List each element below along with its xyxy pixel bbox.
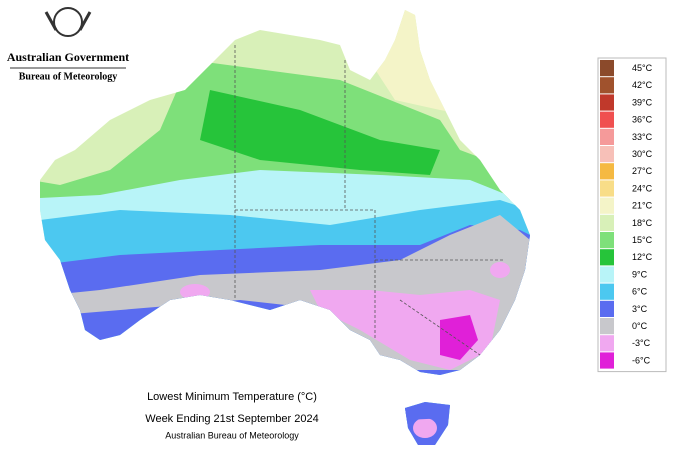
legend-swatch <box>600 77 614 94</box>
legend-swatch <box>600 111 614 128</box>
legend-label: 9°C <box>632 269 648 279</box>
legend-label: 39°C <box>632 97 653 107</box>
legend-swatch <box>600 163 614 180</box>
legend-label: 0°C <box>632 321 648 331</box>
legend-swatch <box>600 146 614 163</box>
legend-label: 15°C <box>632 235 653 245</box>
emblem <box>44 7 92 37</box>
legend-label: 6°C <box>632 287 648 297</box>
legend-label: 21°C <box>632 201 653 211</box>
legend-swatch <box>600 60 614 77</box>
map-credit: Australian Bureau of Meteorology <box>165 430 299 440</box>
legend-swatch <box>600 249 614 266</box>
legend-swatch <box>600 94 614 111</box>
government-name: Australian Government <box>7 50 129 64</box>
legend-label: 18°C <box>632 218 653 228</box>
map-subtitle: Week Ending 21st September 2024 <box>145 413 318 425</box>
legend-label: 45°C <box>632 63 653 73</box>
legend-swatch <box>600 352 614 369</box>
legend-swatch <box>600 128 614 145</box>
map-title: Lowest Minimum Temperature (°C) <box>147 391 317 403</box>
legend-swatch <box>600 266 614 283</box>
legend-swatch <box>600 300 614 317</box>
legend-swatch <box>600 318 614 335</box>
legend-label: -3°C <box>632 338 651 348</box>
legend-swatch <box>600 335 614 352</box>
legend-label: 12°C <box>632 252 653 262</box>
bureau-name: Bureau of Meteorology <box>19 71 118 82</box>
legend-label: 3°C <box>632 304 648 314</box>
legend-swatch <box>600 197 614 214</box>
legend-label: 27°C <box>632 166 653 176</box>
legend-swatch <box>600 214 614 231</box>
legend-label: 42°C <box>632 80 653 90</box>
legend-label: 24°C <box>632 183 653 193</box>
state-borders <box>234 45 505 356</box>
legend-swatch <box>600 180 614 197</box>
legend: 45°C 42°C 39°C 36°C 33°C 30°C 27°C 24°C 21°C 18°C… <box>597 57 667 373</box>
legend-label: 30°C <box>632 149 653 159</box>
legend-label: 36°C <box>632 115 653 125</box>
legend-swatch <box>600 283 614 300</box>
legend-label: -6°C <box>632 355 651 365</box>
legend-swatch <box>600 232 614 249</box>
legend-label: 33°C <box>632 132 653 142</box>
temperature-map <box>40 10 530 445</box>
